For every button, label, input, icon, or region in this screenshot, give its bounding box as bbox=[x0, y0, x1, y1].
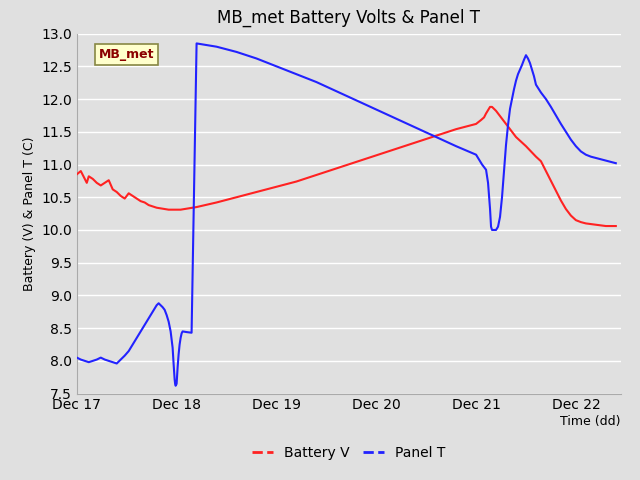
Title: MB_met Battery Volts & Panel T: MB_met Battery Volts & Panel T bbox=[218, 9, 480, 27]
Text: MB_met: MB_met bbox=[99, 48, 154, 61]
Y-axis label: Battery (V) & Panel T (C): Battery (V) & Panel T (C) bbox=[22, 136, 35, 291]
X-axis label: Time (dd): Time (dd) bbox=[560, 415, 621, 428]
Legend: Battery V, Panel T: Battery V, Panel T bbox=[246, 441, 451, 466]
